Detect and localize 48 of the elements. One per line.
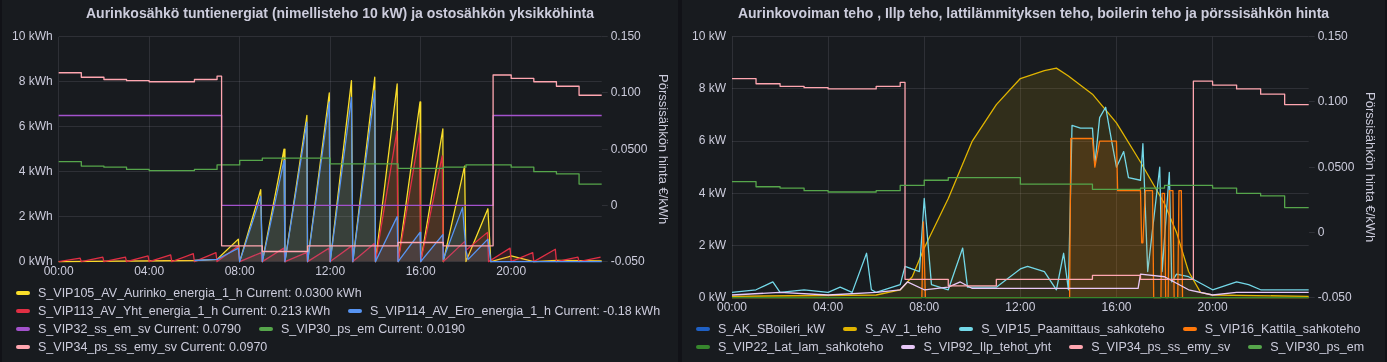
legend-label: S_VIP22_Lat_lam_sahkoteho [718, 339, 884, 356]
y2-tick-label: 0.0500 [610, 141, 648, 156]
legend-label: S_VIP114_AV_Ero_energia_1_h Current: -0.18 kWh [370, 303, 661, 320]
y2-tick-label: 0 [610, 197, 618, 212]
y-tick-label: 8 kW [698, 81, 727, 96]
x-tick-label: 12:00 [1005, 300, 1036, 315]
y-tick-label: 2 kW [698, 237, 727, 252]
legend-label: S_VIP30_ps_em Current: 0.0190 [280, 321, 466, 338]
legend-label: S_VIP34_ps_ss_emy_sv Current: 0.0970 [38, 339, 268, 356]
legend-label: S_VIP30_ps_em [1270, 339, 1365, 356]
x-tick-label: 16:00 [1101, 300, 1132, 315]
legend-label: S_VIP16_Kattila_sahkoteho [1204, 321, 1361, 338]
legend-label: S_VIP15_Paamittaus_sahkoteho [981, 321, 1165, 338]
y2-tick-label: -0.050 [1317, 289, 1353, 304]
legend-label: S_AK_SBoileri_kW [718, 321, 825, 338]
y2-tick-label: 0.150 [610, 29, 642, 44]
y-tick-label: 6 kWh [18, 119, 53, 134]
legend-label: S_VIP92_Ilp_tehot_yht [923, 339, 1052, 356]
y-tick-label: 10 kWh [11, 29, 53, 44]
y-tick-label: 2 kWh [18, 208, 53, 223]
y-tick-label: 8 kWh [18, 74, 53, 89]
legend-label: S_VIP34_ps_ss_emy_sv [1091, 339, 1231, 356]
y2-tick-label: 0.150 [1317, 29, 1349, 44]
x-tick-label: 04:00 [134, 264, 165, 279]
x-tick-label: 04:00 [813, 300, 844, 315]
legend-label: S_VIP32_ss_em_sv Current: 0.0790 [38, 321, 241, 338]
x-tick-label: 08:00 [909, 300, 940, 315]
legend-label: S_AV_1_teho [865, 321, 942, 338]
y2-tick-label: -0.050 [610, 253, 646, 268]
x-tick-label: 20:00 [1197, 300, 1228, 315]
y2-axis-title: Pörssisähkön hinta €/kWh [1362, 92, 1378, 243]
y-tick-label: 6 kW [698, 133, 727, 148]
y-tick-label: 10 kW [691, 29, 727, 44]
x-tick-label: 12:00 [315, 264, 346, 279]
y2-axis-title: Pörssisähkön hinta €/kWh [655, 74, 671, 225]
y-tick-label: 4 kWh [18, 163, 53, 178]
legend-label: S_VIP105_AV_Aurinko_energia_1_h Current: 0.0300 kWh [38, 285, 362, 302]
chart-title: Aurinkosähkö tuntienergiat (nimellisteho 10 kW) ja ostosähkön yksikköhinta [86, 5, 595, 22]
y2-tick-label: 0.100 [1317, 94, 1349, 109]
x-tick-label: 20:00 [496, 264, 527, 279]
x-tick-label: 08:00 [224, 264, 256, 279]
x-tick-label: 16:00 [405, 264, 437, 279]
y2-tick-label: 0 [1317, 224, 1325, 239]
y2-tick-label: 0.0500 [1317, 159, 1355, 174]
legend-label: S_VIP113_AV_Yht_energia_1_h Current: 0.213 kWh [38, 303, 331, 320]
y2-tick-label: 0.100 [610, 85, 642, 100]
chart-title: Aurinkovoiman teho , Illp teho, lattilämmityksen teho, boilerin teho ja pörssisähkön hinta [737, 5, 1330, 22]
y-tick-label: 4 kW [698, 185, 727, 200]
